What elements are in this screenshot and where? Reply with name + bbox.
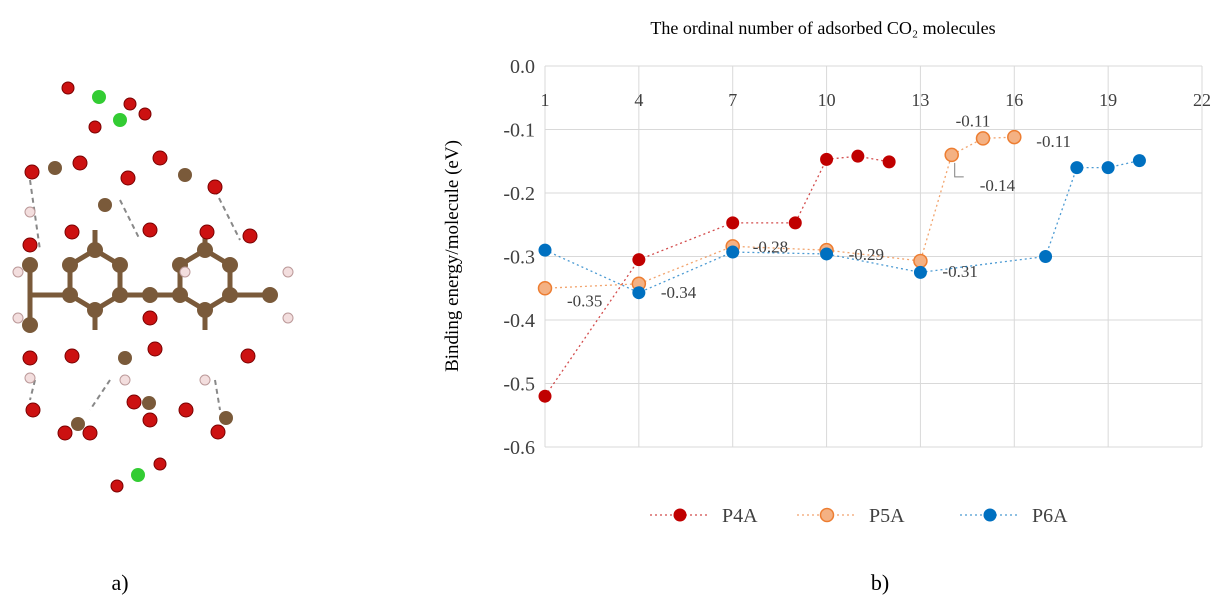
value-label: -0.11: [956, 111, 991, 130]
x-tick-label: 16: [1005, 90, 1023, 110]
y-tick-label: -0.2: [503, 183, 535, 205]
data-point: [539, 390, 552, 403]
data-point: [632, 286, 645, 299]
data-point: [1039, 250, 1052, 263]
data-point: [883, 155, 896, 168]
panel-label: a): [111, 570, 128, 595]
legend-marker: [674, 509, 687, 522]
x-tick-label: 13: [911, 90, 929, 110]
chart-title: The ordinal number of adsorbed CO₂ molec…: [650, 18, 995, 38]
y-tick-label: 0.0: [510, 56, 535, 78]
value-label: -0.29: [849, 245, 884, 264]
y-tick-label: -0.1: [503, 120, 535, 142]
data-point: [1133, 154, 1146, 167]
data-point: [820, 153, 833, 166]
x-tick-label: 7: [728, 90, 737, 110]
legend-label: P4A: [722, 505, 758, 527]
value-label: -0.34: [661, 283, 697, 302]
legend-label: P6A: [1032, 505, 1068, 527]
y-tick-label: -0.4: [503, 310, 535, 332]
value-label: -0.35: [567, 291, 602, 310]
y-tick-label: -0.3: [503, 247, 535, 269]
molecule: [13, 82, 293, 492]
legend-marker: [984, 509, 997, 522]
data-point: [1008, 131, 1021, 144]
series-line: [545, 161, 1139, 293]
data-point: [539, 282, 552, 295]
leader-line: [955, 163, 964, 177]
x-tick-label: 19: [1099, 90, 1117, 110]
data-point: [789, 216, 802, 229]
legend-label: P5A: [869, 505, 905, 527]
value-label: -0.11: [1036, 132, 1071, 151]
value-label: -0.14: [980, 176, 1016, 195]
data-point: [914, 254, 927, 267]
y-axis-label: Binding energy/molecule (eV): [442, 140, 463, 372]
data-point: [1070, 161, 1083, 174]
data-point: [726, 246, 739, 259]
data-point: [945, 148, 958, 161]
legend-marker: [821, 509, 834, 522]
value-label: -0.31: [942, 262, 977, 281]
data-point: [632, 253, 645, 266]
data-point: [914, 266, 927, 279]
panel-label: b): [871, 570, 889, 595]
data-point: [1102, 161, 1115, 174]
series-line: [545, 156, 889, 396]
data-point: [726, 216, 739, 229]
data-point: [539, 244, 552, 257]
data-point: [820, 247, 833, 260]
data-point: [851, 150, 864, 163]
figure: a) b) The ordinal number of adsorbed CO₂…: [0, 0, 1216, 601]
x-tick-label: 22: [1193, 90, 1211, 110]
data-point: [977, 132, 990, 145]
x-tick-label: 1: [541, 90, 550, 110]
x-tick-label: 10: [818, 90, 836, 110]
y-tick-label: -0.5: [503, 374, 535, 396]
y-tick-label: -0.6: [503, 437, 535, 459]
x-tick-label: 4: [634, 90, 643, 110]
